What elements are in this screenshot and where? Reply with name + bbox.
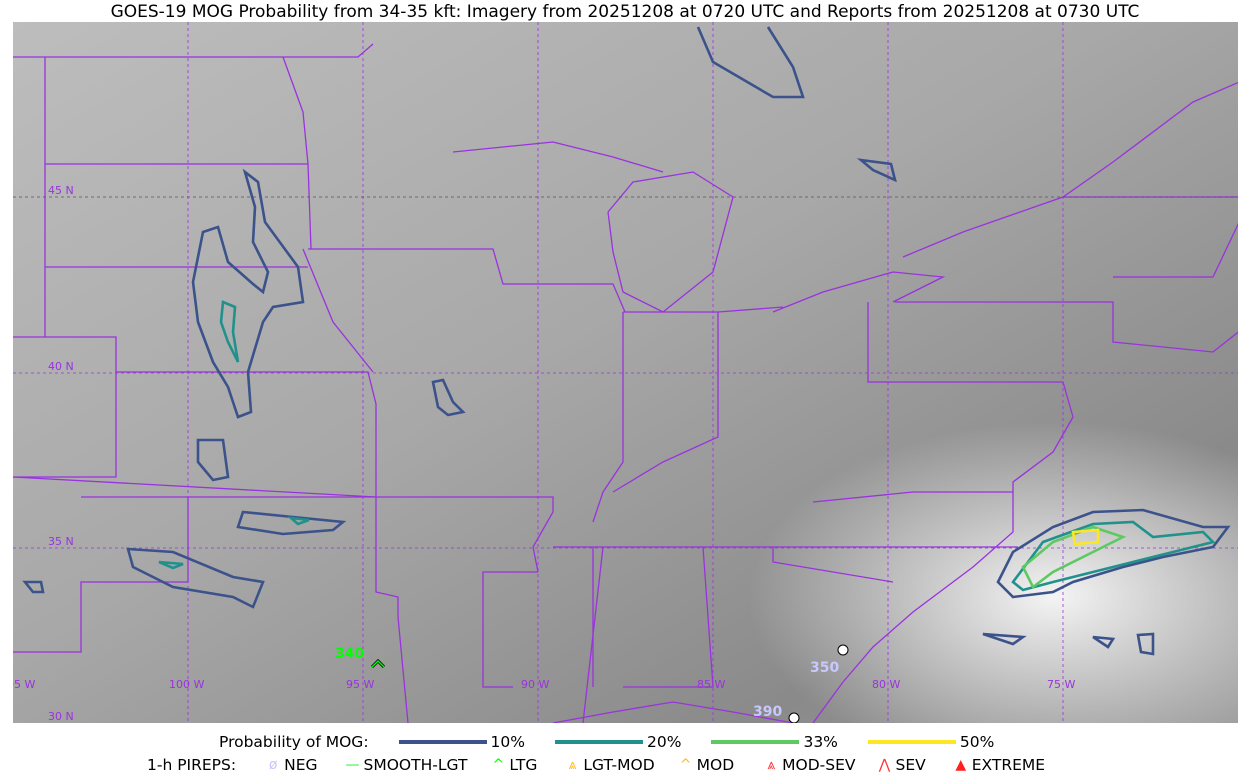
map-title: GOES-19 MOG Probability from 34-35 kft: … [110, 2, 1140, 22]
lat-label: 35 N [48, 535, 74, 548]
smooth-lgt-icon: — [345, 757, 360, 773]
lon-label: 85 W [697, 678, 725, 691]
legend-label: 33% [803, 733, 838, 751]
lat-label: 30 N [48, 710, 74, 723]
mod-icon: ^ [679, 757, 692, 773]
legend-label: LGT-MOD [583, 756, 655, 774]
legend-swatch [711, 740, 800, 744]
extreme-icon: ▲ [955, 757, 967, 773]
lon-label: 80 W [872, 678, 900, 691]
satellite-map[interactable]: 105 W 100 W 95 W 90 W 85 W 80 W 75 W 45 … [13, 22, 1238, 723]
legend-label: NEG [284, 756, 318, 774]
lon-label: 105 W [13, 678, 35, 691]
ltg-icon: ^ [492, 757, 505, 773]
lat-label: 45 N [48, 184, 74, 197]
lat-lon-grid [13, 22, 1238, 723]
legend-label: 50% [959, 733, 995, 751]
probability-legend: Probability of MOG: 10% 20% 33% 50% [0, 733, 1250, 751]
lon-label: 95 W [346, 678, 374, 691]
legend-swatch [555, 740, 643, 744]
report-altitude: 340 [335, 646, 364, 662]
mog-contours [22, 26, 1231, 656]
lon-label: 100 W [169, 678, 204, 691]
state-borders [13, 43, 1238, 723]
pirep-neg[interactable]: 350 [810, 644, 849, 676]
lon-label: 75 W [1047, 678, 1075, 691]
legend-label: MOD [696, 756, 735, 774]
legend-label: SMOOTH-LGT [363, 756, 468, 774]
legend-title: Probability of MOG: [219, 733, 369, 751]
legend-label: 10% [490, 733, 525, 751]
legend-label: EXTREME [971, 756, 1046, 774]
legend-swatch [398, 740, 487, 744]
legend-label: MOD-SEV [782, 756, 856, 774]
lgt-mod-icon: ⩓ [568, 757, 577, 773]
legend-title: 1-h PIREPS: [147, 756, 237, 774]
legend-label: LTG [509, 756, 538, 774]
lon-label: 90 W [521, 678, 549, 691]
sev-icon: ⋀ [878, 757, 891, 773]
legend-swatch [867, 740, 956, 744]
report-altitude: 350 [810, 660, 839, 676]
legend-label: 20% [647, 733, 682, 751]
legend-label: SEV [895, 756, 926, 774]
pirep-legend: 1-h PIREPS: ø NEG — SMOOTH-LGT ^ LTG ⩓ LGT-M… [0, 756, 1250, 774]
neg-icon: ø [268, 757, 278, 773]
lat-label: 40 N [48, 360, 74, 373]
pirep-ltg[interactable]: 340 [335, 646, 386, 669]
report-altitude: 390 [753, 704, 782, 720]
mod-sev-icon: ⩓ [767, 757, 776, 773]
pirep-neg[interactable]: 390 [753, 704, 800, 723]
